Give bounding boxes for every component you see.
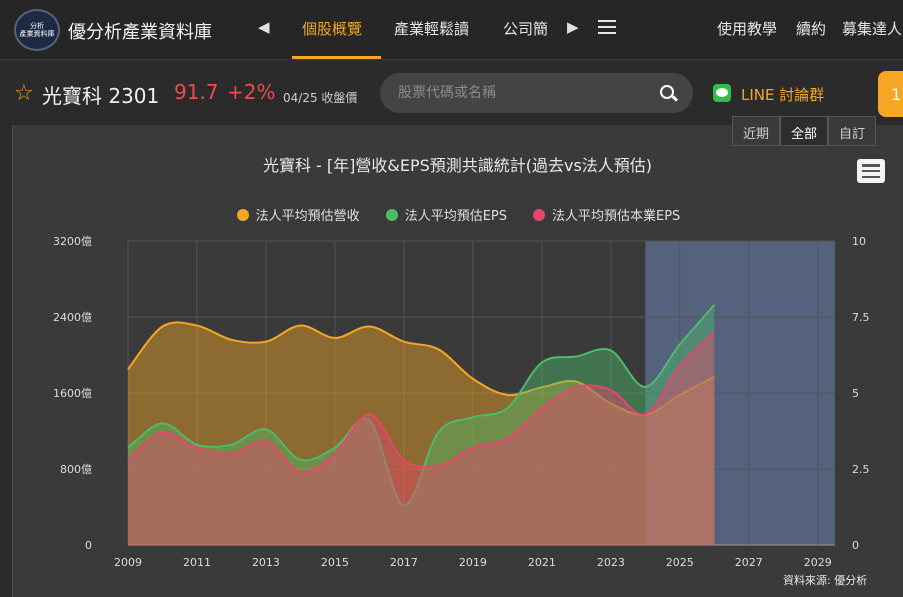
- close-price-date: 04/25 收盤價: [283, 91, 358, 105]
- legend-label-revenue: 法人平均預估營收: [255, 209, 360, 224]
- top-nav: 分析 產業資料庫 優分析產業資料庫 ◀ 個股概覽 產業輕鬆讀 公司簡 ▶ 使用教…: [0, 0, 903, 60]
- tutorial-link[interactable]: 使用教學: [717, 20, 778, 38]
- chart-title: 光寶科 - [年]營收&EPS預測共識統計(過去vs法人預估): [262, 156, 653, 175]
- y-right-tick-label: 10: [852, 235, 866, 248]
- y-right-tick-label: 0: [852, 539, 859, 552]
- y-left-tick-label: 800億: [60, 463, 92, 476]
- nav-prev-arrow-icon[interactable]: ◀: [258, 18, 270, 36]
- x-tick-label: 2029: [804, 556, 832, 569]
- stock-change: +2%: [227, 80, 276, 104]
- y-right-tick-label: 7.5: [852, 311, 870, 324]
- series-area-revenue: [128, 322, 715, 545]
- y-left-tick-label: 1600億: [53, 387, 92, 400]
- notification-badge[interactable]: 1: [878, 71, 903, 117]
- y-left-tick-label: 2400億: [53, 311, 92, 324]
- x-tick-label: 2011: [183, 556, 211, 569]
- legend-item-core-eps[interactable]: 法人平均預估本業EPS: [533, 205, 680, 224]
- stock-price: 91.7: [174, 80, 219, 104]
- y-left-tick-label: 3200億: [53, 235, 92, 248]
- x-tick-label: 2017: [390, 556, 418, 569]
- stock-search-input[interactable]: [380, 73, 693, 113]
- legend-dot-core-eps: [533, 208, 545, 221]
- tab-company[interactable]: 公司簡: [503, 20, 549, 38]
- chart-menu-icon[interactable]: [857, 159, 885, 183]
- range-all-button[interactable]: 全部: [780, 116, 829, 146]
- x-tick-label: 2013: [252, 556, 280, 569]
- series-line-core-eps: [127, 331, 715, 474]
- legend-dot-eps: [385, 208, 398, 221]
- stock-name: 光寶科 2301: [42, 84, 160, 108]
- legend-item-eps[interactable]: 法人平均預估EPS: [385, 205, 507, 224]
- x-tick-label: 2009: [114, 556, 142, 569]
- x-tick-label: 2025: [666, 556, 694, 569]
- y-right-tick-label: 2.5: [852, 463, 870, 476]
- y-left-tick-label: 0: [85, 539, 92, 552]
- y-right-tick-label: 5: [852, 387, 859, 400]
- x-tick-label: 2023: [597, 556, 625, 569]
- data-source: 資料來源: 優分析: [783, 574, 868, 587]
- brand-logo[interactable]: 分析 產業資料庫: [14, 9, 60, 51]
- series-line-revenue: [127, 321, 715, 416]
- stock-bar: ☆ 光寶科 2301 91.7 +2% 04/25 收盤價 LINE 討論群 1: [0, 61, 903, 125]
- active-tab-underline: [292, 56, 381, 59]
- favorite-star-icon[interactable]: ☆: [14, 81, 34, 106]
- line-group-link[interactable]: LINE 討論群: [741, 86, 825, 104]
- legend-label-core-eps: 法人平均預估本業EPS: [552, 209, 681, 224]
- legend-dot-revenue: [236, 208, 249, 221]
- line-app-icon[interactable]: [713, 84, 731, 102]
- hamburger-menu-icon[interactable]: [598, 20, 616, 34]
- chart-legend: 法人平均預估營收 法人平均預估EPS 法人平均預估本業EPS: [0, 205, 903, 224]
- brand-name[interactable]: 優分析產業資料庫: [68, 22, 212, 43]
- x-tick-label: 2027: [735, 556, 763, 569]
- logo-line-1: 分析: [30, 22, 44, 30]
- x-tick-label: 2015: [321, 556, 349, 569]
- legend-item-revenue[interactable]: 法人平均預估營收: [236, 205, 360, 224]
- logo-line-2: 產業資料庫: [19, 30, 55, 38]
- series-area-core-eps: [128, 332, 715, 545]
- fundraising-link[interactable]: 募集達人: [842, 20, 903, 38]
- tab-industry-read[interactable]: 產業輕鬆讀: [394, 20, 470, 38]
- x-tick-label: 2019: [459, 556, 487, 569]
- nav-next-arrow-icon[interactable]: ▶: [567, 18, 579, 36]
- legend-label-eps: 法人平均預估EPS: [404, 209, 507, 224]
- series-line-eps: [127, 304, 716, 507]
- renew-link[interactable]: 續約: [796, 20, 827, 38]
- search-icon[interactable]: [660, 85, 674, 99]
- range-buttons: 近期 全部 自訂: [732, 116, 877, 146]
- series-area-eps: [128, 304, 715, 545]
- range-recent-button[interactable]: 近期: [732, 116, 781, 146]
- x-tick-label: 2021: [528, 556, 556, 569]
- range-custom-button[interactable]: 自訂: [828, 116, 877, 146]
- tab-stock-overview[interactable]: 個股概覽: [302, 20, 363, 38]
